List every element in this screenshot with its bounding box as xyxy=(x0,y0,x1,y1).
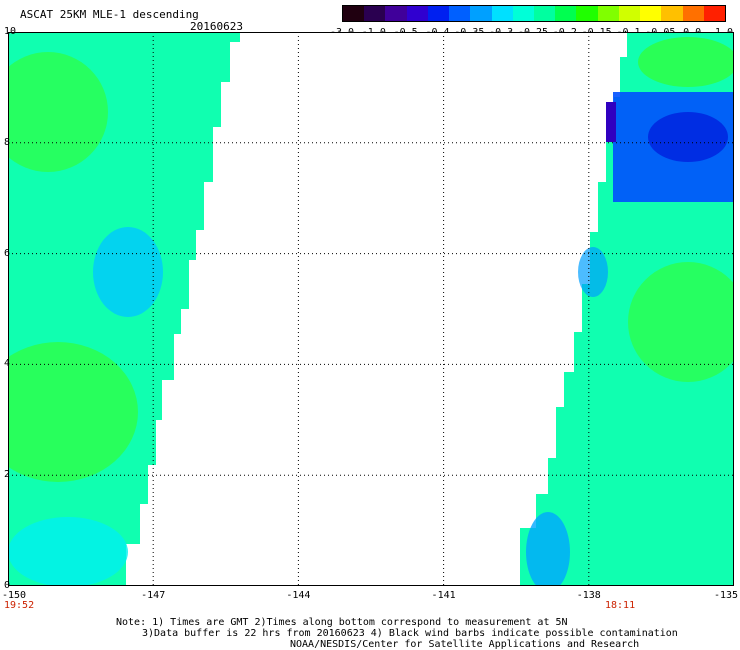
map-plot xyxy=(8,32,734,586)
latitude-label: 2 xyxy=(4,469,11,481)
patch-purple xyxy=(606,102,616,142)
patch-blue xyxy=(578,247,608,297)
colorbar-segment xyxy=(640,6,662,21)
longitude-label: -147 xyxy=(141,590,166,601)
colorbar-segment xyxy=(406,6,428,21)
colorbar-segment xyxy=(555,6,577,21)
latitude-label: 6 xyxy=(4,247,11,259)
latitude-label: 10 xyxy=(4,26,17,37)
colorbar-segment xyxy=(703,6,725,21)
longitude-label: -138 xyxy=(576,590,601,601)
colorbar-segment xyxy=(491,6,513,21)
map-date: 20160623 xyxy=(190,20,243,33)
longitude-label: -144 xyxy=(286,590,311,601)
colorbar-segment xyxy=(449,6,471,21)
colorbar-segment xyxy=(343,6,365,21)
time-left: 19:52 xyxy=(4,600,35,611)
colorbar-segment xyxy=(597,6,619,21)
latitude-label: 0 xyxy=(4,580,11,591)
patch-green xyxy=(628,262,734,382)
colorbar-segment xyxy=(576,6,598,21)
longitude-label: -141 xyxy=(431,590,456,601)
patch-green xyxy=(638,37,734,87)
longitude-label: -135 xyxy=(713,590,739,601)
patch-blue xyxy=(93,227,163,317)
note-line-3: NOAA/NESDIS/Center for Satellite Applica… xyxy=(290,639,640,650)
map-title: ASCAT 25KM MLE-1 descending xyxy=(20,8,199,21)
colorbar-segment xyxy=(618,6,641,21)
longitude-label: -150 xyxy=(1,590,27,601)
colorbar-segment xyxy=(533,6,556,21)
patch-green xyxy=(8,342,138,482)
colorbar-segment xyxy=(682,6,704,21)
patch-cyan xyxy=(8,517,128,586)
colorbar-segment xyxy=(512,6,534,21)
note-line-1: Note: 1) Times are GMT 2)Times along bot… xyxy=(116,617,568,628)
patch-blue xyxy=(648,112,728,162)
latitude-label: 4 xyxy=(4,358,11,370)
colorbar-segment xyxy=(661,6,683,21)
time-right: 18:11 xyxy=(605,600,636,611)
patch-green xyxy=(8,52,108,172)
colorbar xyxy=(342,5,726,22)
patch-blue xyxy=(526,512,570,586)
latitude-label: 8 xyxy=(4,136,11,148)
note-line-2: 3)Data buffer is 22 hrs from 20160623 4)… xyxy=(142,628,678,639)
colorbar-segment xyxy=(427,6,450,21)
colorbar-segment xyxy=(364,6,386,21)
colorbar-segment xyxy=(385,6,407,21)
colorbar-segment xyxy=(470,6,492,21)
